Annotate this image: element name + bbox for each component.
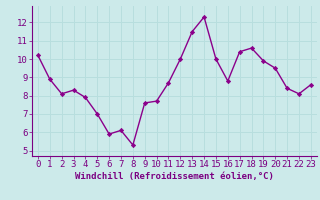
X-axis label: Windchill (Refroidissement éolien,°C): Windchill (Refroidissement éolien,°C)	[75, 172, 274, 181]
